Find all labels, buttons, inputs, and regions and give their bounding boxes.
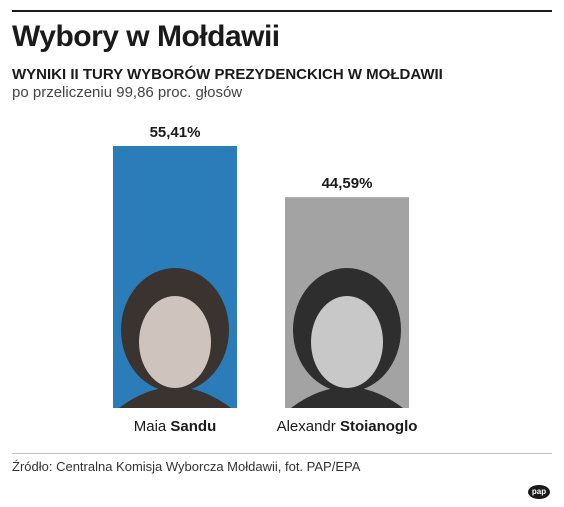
chart-title: Wybory w Mołdawii — [12, 20, 280, 53]
data-label-0: 55,41% — [150, 124, 201, 141]
bar-chart: 55,41% Maia Sandu 44,59% Alexandr Stoianogl… — [113, 124, 418, 435]
count-note: po przeliczeniu 99,86 proc. głosów — [12, 84, 243, 101]
candidate-name-0: Maia Sandu — [134, 418, 217, 435]
pap-logo: pap — [528, 485, 550, 499]
data-label-1: 44,59% — [322, 175, 373, 192]
bottom-rule — [12, 453, 552, 454]
top-rule — [12, 10, 552, 12]
portrait-1 — [291, 268, 403, 408]
candidate-name-1: Alexandr Stoianoglo — [277, 418, 418, 435]
chart-subtitle: WYNIKI II TURY WYBORÓW PREZYDENCKICH W M… — [12, 66, 443, 83]
source-note: Źródło: Centralna Komisja Wyborcza Mołda… — [12, 459, 361, 474]
portrait-0 — [119, 268, 231, 408]
